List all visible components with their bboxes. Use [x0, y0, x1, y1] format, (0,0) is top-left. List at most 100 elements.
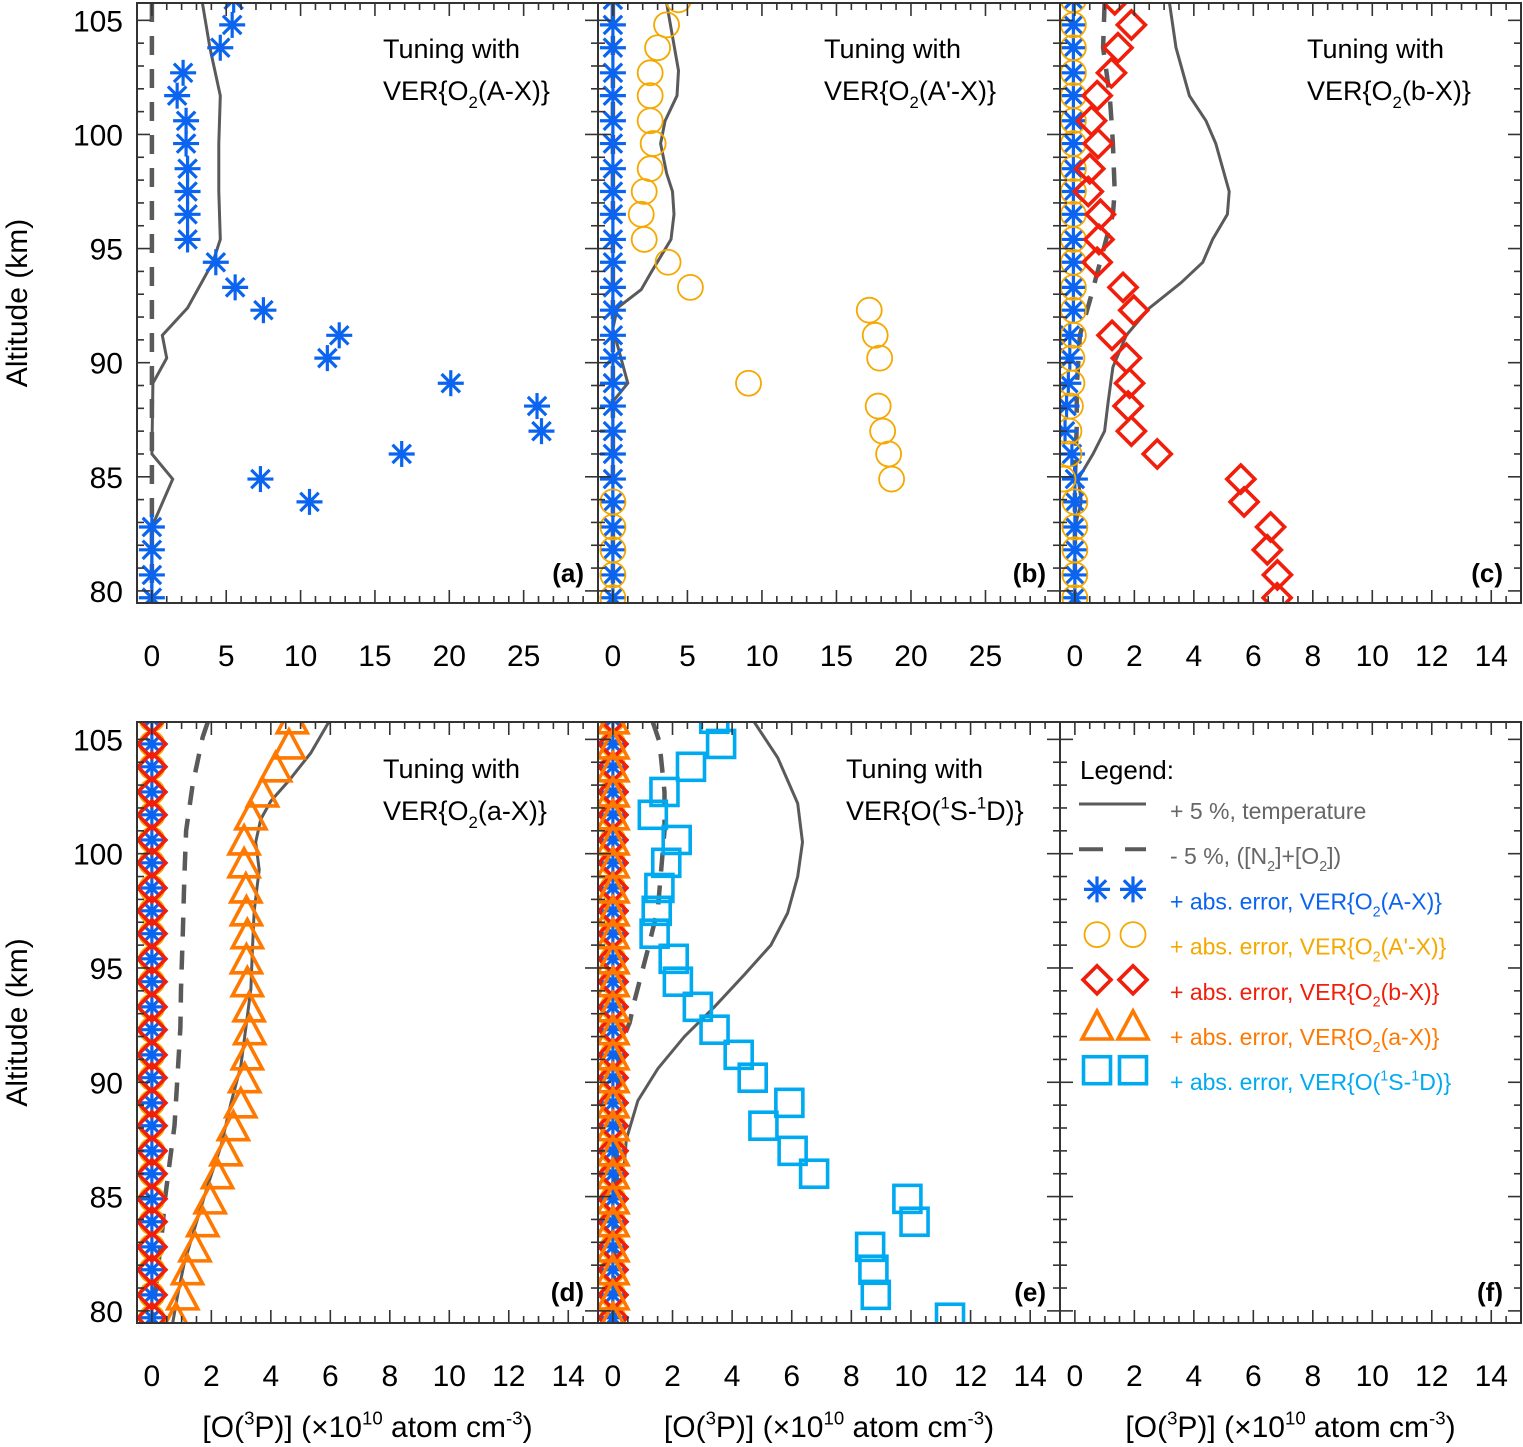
x-tick-label: 6 — [783, 1360, 800, 1393]
superscript: 3 — [244, 1407, 254, 1428]
diamond-point — [1080, 79, 1114, 113]
circle-point — [599, 536, 627, 564]
text-segment: (b-X)} — [1402, 76, 1471, 106]
triangle-point — [598, 989, 631, 1023]
diamond-point — [137, 1278, 169, 1312]
text-segment: atom cm — [844, 1411, 967, 1444]
star-point — [174, 226, 201, 253]
star-arm — [602, 158, 624, 180]
circle-point — [1060, 344, 1086, 372]
panel-title-line1: Tuning with — [383, 34, 520, 64]
triangle-point — [226, 822, 263, 856]
star-arm — [440, 372, 462, 394]
panel-label: (a) — [552, 558, 584, 588]
diamond-point — [1071, 174, 1105, 209]
triangle-point — [598, 1107, 631, 1142]
text-segment: (b-X)} — [1381, 979, 1440, 1005]
diamond-point — [137, 894, 169, 928]
x-tick-label: 6 — [322, 1360, 339, 1393]
triangle-point — [228, 893, 265, 927]
subscript: 2 — [1319, 859, 1327, 875]
star-point — [1060, 201, 1087, 228]
star-arm — [299, 491, 320, 513]
star-point — [1061, 561, 1088, 588]
triangle-point — [598, 941, 631, 975]
diamond-point — [137, 1182, 169, 1216]
star-point — [599, 297, 626, 324]
triangle-point — [229, 1037, 266, 1071]
diamond-series — [1071, 3, 1294, 603]
square-point — [748, 1110, 779, 1142]
star-point — [326, 322, 353, 349]
square-point — [661, 824, 692, 856]
tick-marks — [136, 3, 599, 603]
x-tick-label: 14 — [1475, 1360, 1508, 1393]
panel-label: (c) — [1471, 558, 1503, 588]
diamond-point — [137, 846, 169, 880]
x-tick-label: 10 — [745, 640, 778, 673]
star-arm — [253, 299, 274, 321]
text-segment: VER{O — [1307, 76, 1393, 106]
diamond-icon — [1116, 963, 1150, 997]
triangle-point — [598, 1251, 631, 1286]
star-arm — [1122, 879, 1144, 900]
x-tick-label: 8 — [381, 1360, 398, 1393]
legend-entry-square: + abs. error, VER{O(1S-1D)} — [1081, 1054, 1451, 1095]
text-segment: (a-X)} — [1381, 1024, 1440, 1050]
triangle-point — [598, 1059, 631, 1094]
star-arm — [602, 516, 624, 538]
subscript: 2 — [1373, 1040, 1381, 1056]
star-arm — [250, 468, 271, 490]
diamond-point — [1101, 31, 1135, 65]
triangle-point — [207, 1133, 244, 1167]
diamond-point — [598, 1301, 630, 1323]
star-arm — [1063, 85, 1084, 106]
x-tick-label: 4 — [1185, 1360, 1202, 1393]
x-tick-label: 2 — [664, 1360, 681, 1393]
x-tick-label: 14 — [552, 1360, 585, 1393]
star-arm — [1074, 3, 1084, 11]
star-point — [173, 130, 200, 157]
star-arm — [172, 62, 194, 84]
circle-point — [636, 107, 664, 135]
legend-label: + abs. error, VER{O2(a-X)} — [1170, 1024, 1440, 1056]
x-tick-label: 25 — [507, 640, 540, 673]
star-point — [599, 466, 626, 493]
star-point — [599, 201, 626, 228]
diamond-point — [137, 1013, 169, 1047]
star-arm — [234, 3, 244, 11]
x-tick-label: 0 — [1067, 640, 1084, 673]
square-point — [639, 918, 670, 949]
circle-point — [735, 369, 762, 397]
star-arm — [602, 3, 612, 11]
diamond-point — [1101, 3, 1129, 17]
x-tick-label: 20 — [894, 640, 927, 673]
triangle-point — [274, 722, 311, 735]
circle-point — [1061, 584, 1089, 603]
triangle-point — [231, 989, 268, 1023]
circle-point — [636, 155, 664, 183]
legend-title: Legend: — [1080, 755, 1174, 785]
diamond-point — [1260, 558, 1294, 592]
triangle-point — [598, 1155, 631, 1190]
triangle-point — [598, 1203, 631, 1238]
star-point — [207, 34, 234, 61]
x-tick-label: 4 — [724, 1360, 741, 1393]
star-arm — [602, 395, 624, 417]
star-arm — [391, 443, 413, 465]
star-point — [599, 561, 626, 588]
x-tick-label: 12 — [954, 1360, 987, 1393]
triangle-point — [598, 1133, 631, 1167]
triangle-point — [229, 915, 266, 950]
diamond-point — [1260, 581, 1294, 603]
circle-icon — [1083, 921, 1111, 948]
triangle-point — [598, 1277, 631, 1311]
x-tick-label: 2 — [1126, 1360, 1143, 1393]
triangle-point — [598, 726, 631, 760]
star-series — [1060, 3, 1088, 603]
star-arm — [175, 133, 197, 154]
circle-point — [627, 200, 655, 228]
diamond-point — [137, 871, 169, 905]
